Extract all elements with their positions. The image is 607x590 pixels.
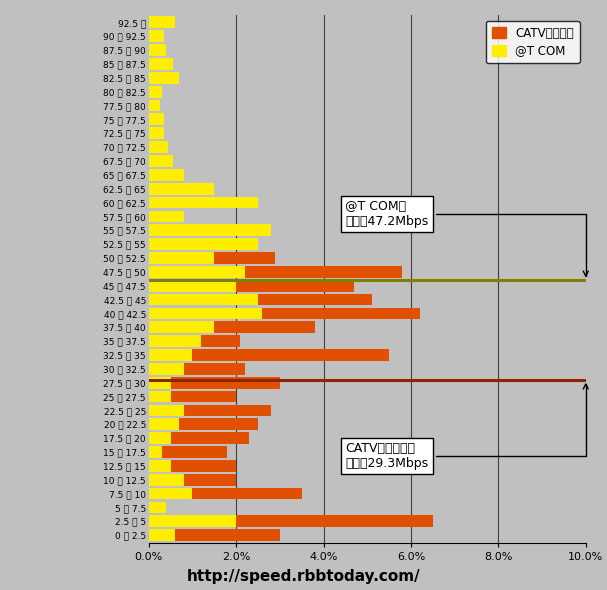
- Bar: [149, 460, 236, 472]
- Bar: [149, 294, 258, 306]
- Bar: [149, 529, 175, 541]
- Bar: [149, 363, 184, 375]
- Bar: [149, 363, 245, 375]
- Bar: [149, 502, 166, 513]
- Bar: [149, 474, 184, 486]
- Text: CATVサービスの
平均：29.3Mbps: CATVサービスの 平均：29.3Mbps: [345, 384, 588, 470]
- Bar: [149, 405, 184, 417]
- Bar: [149, 100, 160, 112]
- Bar: [149, 155, 173, 167]
- Bar: [149, 141, 168, 153]
- Bar: [149, 349, 192, 361]
- Bar: [149, 44, 166, 56]
- Bar: [149, 335, 201, 347]
- Bar: [149, 349, 389, 361]
- Bar: [149, 322, 214, 333]
- Bar: [149, 405, 271, 417]
- Bar: [149, 266, 245, 278]
- Bar: [149, 238, 258, 250]
- Bar: [149, 252, 276, 264]
- Bar: [149, 238, 206, 250]
- Bar: [149, 322, 315, 333]
- Bar: [149, 86, 162, 97]
- Bar: [149, 224, 179, 236]
- Bar: [149, 377, 171, 389]
- Bar: [149, 516, 433, 527]
- Bar: [149, 252, 214, 264]
- Text: http://speed.rbbtoday.com/: http://speed.rbbtoday.com/: [186, 569, 421, 584]
- Bar: [149, 446, 228, 458]
- Bar: [149, 280, 236, 291]
- Bar: [149, 460, 171, 472]
- Bar: [149, 58, 173, 70]
- Bar: [149, 72, 179, 84]
- Bar: [149, 17, 175, 28]
- Text: @T COMの
平均：47.2Mbps: @T COMの 平均：47.2Mbps: [345, 200, 588, 276]
- Bar: [149, 488, 192, 500]
- Bar: [149, 529, 280, 541]
- Bar: [149, 516, 236, 527]
- Bar: [149, 502, 166, 513]
- Bar: [149, 432, 171, 444]
- Bar: [149, 183, 214, 195]
- Bar: [149, 266, 402, 278]
- Bar: [149, 307, 262, 319]
- Bar: [149, 488, 302, 500]
- Bar: [149, 418, 179, 430]
- Bar: [149, 211, 184, 222]
- Bar: [149, 432, 249, 444]
- Bar: [149, 30, 164, 42]
- Bar: [149, 196, 258, 208]
- Bar: [149, 169, 184, 181]
- Bar: [149, 224, 271, 236]
- Bar: [149, 391, 236, 402]
- Bar: [149, 211, 162, 222]
- Bar: [149, 113, 164, 125]
- Legend: CATVサービス, @T COM: CATVサービス, @T COM: [486, 21, 580, 63]
- Bar: [149, 391, 171, 402]
- Bar: [149, 418, 258, 430]
- Bar: [149, 307, 419, 319]
- Bar: [149, 474, 236, 486]
- Bar: [149, 446, 162, 458]
- Bar: [149, 280, 354, 291]
- Bar: [149, 127, 164, 139]
- Bar: [149, 294, 371, 306]
- Bar: [149, 335, 240, 347]
- Bar: [149, 377, 280, 389]
